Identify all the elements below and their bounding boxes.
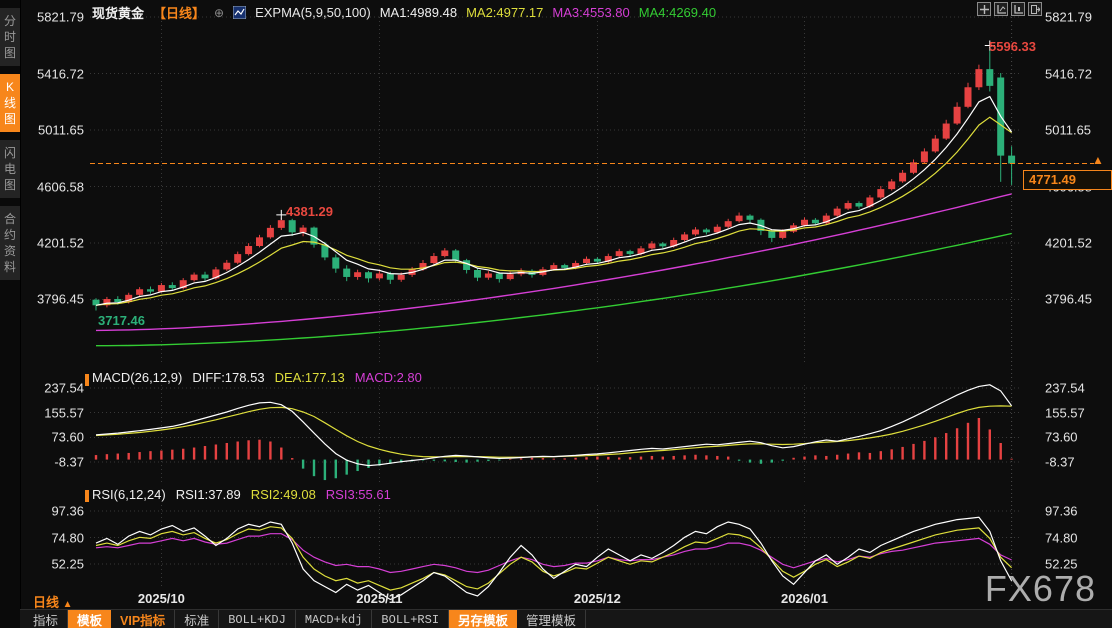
collapse-icon[interactable] [1028, 2, 1042, 16]
period-dropdown-icon: ▲ [62, 599, 73, 610]
rsi2-line [95, 526, 1013, 591]
symbol-title: 现货黄金 [92, 6, 145, 21]
y-axis-tick: 73.60 [1045, 429, 1078, 445]
rsi-label[interactable]: RSI(6,12,24) [92, 487, 166, 502]
y-axis-tick: -8.37 [1045, 454, 1075, 470]
toolbar-tab-2[interactable]: 模板 [68, 610, 112, 628]
x-axis-date: 2025/12 [573, 591, 621, 606]
y-axis-tick: 5416.72 [1045, 66, 1092, 81]
toolbar-tab-7[interactable]: BOLL+RSI [372, 610, 450, 628]
x-axis-date: 2026/01 [781, 591, 828, 606]
chart-header: 现货黄金 【日线】 ⊕ EXPMA(5,9,50,100) MA1:4989.4… [92, 3, 716, 22]
ma1-value: MA1:4989.48 [379, 5, 458, 20]
candlesticks [92, 48, 1016, 311]
x-axis-date: 2025/11 [356, 591, 403, 606]
y-axis-tick: 3796.45 [37, 291, 84, 307]
toolbar-tab-1[interactable]: 指标 [24, 610, 69, 628]
y-axis-tick: 5821.79 [1045, 9, 1092, 25]
macd-indicator-row: MACD(26,12,9) DIFF:178.53 DEA:177.13 MAC… [92, 370, 422, 385]
y-axis-tick: 4201.52 [1045, 235, 1092, 251]
high-price-label: 5596.33 [989, 39, 1036, 54]
y-axis-tick: 5011.65 [37, 122, 84, 138]
period-selector-label: 日线 [33, 595, 60, 610]
y-axis-tick: 5416.72 [37, 66, 84, 81]
y-axis-tick: -8.37 [54, 454, 84, 470]
low-price-label: 3717.46 [98, 313, 145, 328]
toolbar-tab-3[interactable]: VIP指标 [111, 610, 176, 628]
indicator-name: EXPMA(5,9,50,100) [255, 5, 371, 20]
rsi3-line [95, 533, 1012, 574]
period-selector[interactable]: 日线 ▲ [33, 592, 73, 611]
y-axis-tick: 73.60 [51, 429, 84, 445]
current-price-arrow-icon: ▲ [1092, 153, 1104, 167]
y-axis-tick: 97.36 [1045, 503, 1078, 519]
macd-dea-value: DEA:177.13 [274, 370, 345, 385]
peak-cross-marker [276, 209, 287, 220]
ma4-value: MA4:4269.40 [638, 5, 717, 20]
ma3-value: MA3:4553.80 [552, 5, 630, 20]
sidebar-item-4[interactable]: 合约资料 [0, 206, 20, 280]
expma-icon [233, 6, 247, 19]
macd-dea-line [95, 405, 1012, 458]
peak-cross-marker [984, 40, 995, 51]
y-axis-tick: 74.80 [1045, 530, 1078, 545]
y-axis-tick: 3796.45 [1045, 291, 1092, 307]
macd-label[interactable]: MACD(26,12,9) [92, 370, 183, 385]
y-axis-tick: 237.54 [1045, 380, 1085, 396]
rsi-indicator-row: RSI(6,12,24) RSI1:37.89 RSI2:49.08 RSI3:… [92, 487, 391, 502]
y-axis-tick: 74.80 [51, 530, 84, 545]
rsi1-value: RSI1:37.89 [175, 487, 241, 502]
y-axis-tick: 97.36 [51, 503, 84, 519]
ma3-line [95, 193, 1012, 332]
y-axis-tick: 52.25 [1045, 556, 1078, 572]
macd-diff-value: DIFF:178.53 [192, 370, 265, 385]
ma4-line [96, 232, 1012, 347]
add-indicator-icon[interactable]: ⊕ [214, 5, 225, 20]
y-axis-tick: 155.57 [1045, 405, 1085, 421]
ma1-line [95, 95, 1013, 306]
axis-panel-icon[interactable] [1011, 2, 1025, 16]
ma2-line [95, 116, 1012, 306]
toolbar-tab-6[interactable]: MACD+kdj [296, 610, 373, 628]
y-axis-tick: 52.25 [51, 556, 84, 572]
y-axis-tick: 155.57 [44, 405, 84, 421]
x-axis-date: 2025/10 [137, 591, 185, 606]
y-axis-tick: 237.54 [44, 380, 84, 396]
toolbar-tab-5[interactable]: BOLL+KDJ [219, 610, 296, 628]
y-axis-tick: 5821.79 [37, 9, 84, 25]
y-axis-tick: 4606.58 [37, 179, 84, 194]
macd-macd-value: MACD:2.80 [354, 370, 422, 385]
rsi3-value: RSI3:55.61 [325, 487, 391, 502]
macd-diff-line [95, 384, 1013, 467]
chart-toolbar-icons [977, 2, 1042, 16]
sidebar-item-3[interactable]: 闪电图 [0, 140, 20, 198]
toolbar-tab-9[interactable]: 管理模板 [517, 610, 587, 628]
rsi1-line [95, 516, 1013, 601]
sidebar-item-1[interactable]: 分时图 [0, 8, 20, 66]
macd-histogram [94, 417, 1013, 481]
toolbar-tab-4[interactable]: 标准 [175, 610, 220, 628]
gridlines [90, 16, 1022, 588]
y-axis-tick: 5011.65 [1045, 122, 1092, 138]
ma2-value: MA2:4977.17 [466, 5, 544, 20]
template-toolbar: 指标 模板 VIP指标 标准 BOLL+KDJ MACD+kdj BOLL+RSI 另存模板管… [20, 609, 1112, 628]
toolbar-tab-8[interactable]: 另存模板 [449, 610, 518, 628]
current-price-tag: 4771.49 [1023, 170, 1112, 190]
macd-pane-marker [85, 374, 89, 386]
period-tag[interactable]: 【日线】 [153, 6, 206, 21]
rsi-pane-marker [85, 490, 89, 502]
peak-price-label: 4381.29 [286, 204, 333, 219]
rsi2-value: RSI2:49.08 [250, 487, 316, 502]
y-axis-tick: 4201.52 [37, 235, 84, 251]
crosshair-icon[interactable] [977, 2, 991, 16]
watermark: FX678 [984, 568, 1096, 609]
axis-scale-icon[interactable] [994, 2, 1008, 16]
